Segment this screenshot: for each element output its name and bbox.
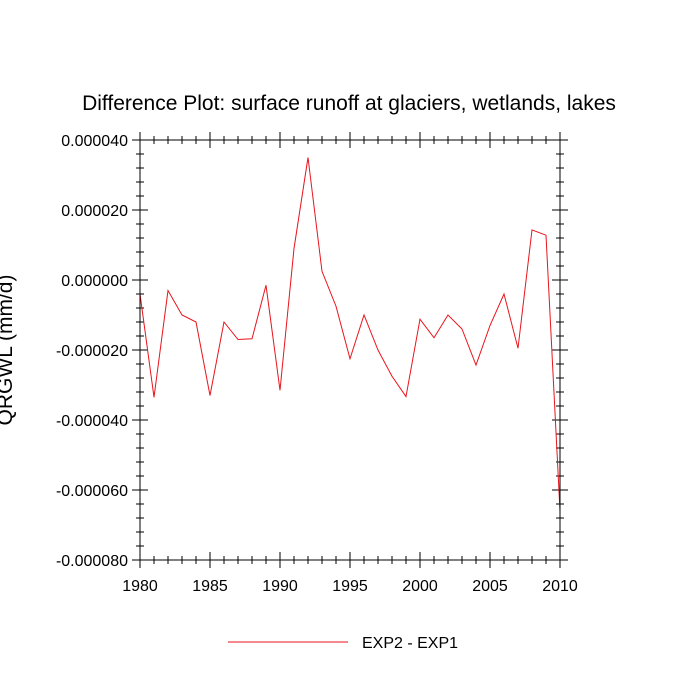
axis-ticks xyxy=(132,132,568,568)
legend: EXP2 - EXP1 xyxy=(228,635,458,652)
y-tick-label: 0.000000 xyxy=(61,273,128,290)
y-tick-label: -0.000080 xyxy=(56,553,128,570)
plot-frame xyxy=(139,139,561,561)
y-tick-label: -0.000020 xyxy=(56,343,128,360)
y-axis-label: QRGWL (mm/d) xyxy=(0,275,17,426)
x-tick-label: 1995 xyxy=(332,578,368,595)
series-layer xyxy=(139,157,561,512)
y-tick-label: -0.000040 xyxy=(56,413,128,430)
chart-title: Difference Plot: surface runoff at glaci… xyxy=(82,92,616,115)
x-tick-label: 1980 xyxy=(122,578,158,595)
legend-label: EXP2 - EXP1 xyxy=(362,635,458,652)
x-tick-label: 1990 xyxy=(262,578,298,595)
y-tick-label: 0.000040 xyxy=(61,133,128,150)
series-line-0 xyxy=(139,157,561,512)
axis-tick-labels: 1980 1985 1990 1995 2000 2005 2010 0.000040 0.00… xyxy=(56,133,578,595)
x-tick-label: 1985 xyxy=(192,578,228,595)
x-tick-label: 2000 xyxy=(402,578,438,595)
y-tick-label: 0.000020 xyxy=(61,203,128,220)
x-tick-label: 2005 xyxy=(472,578,508,595)
x-tick-label: 2010 xyxy=(542,578,578,595)
y-tick-label: -0.000060 xyxy=(56,483,128,500)
